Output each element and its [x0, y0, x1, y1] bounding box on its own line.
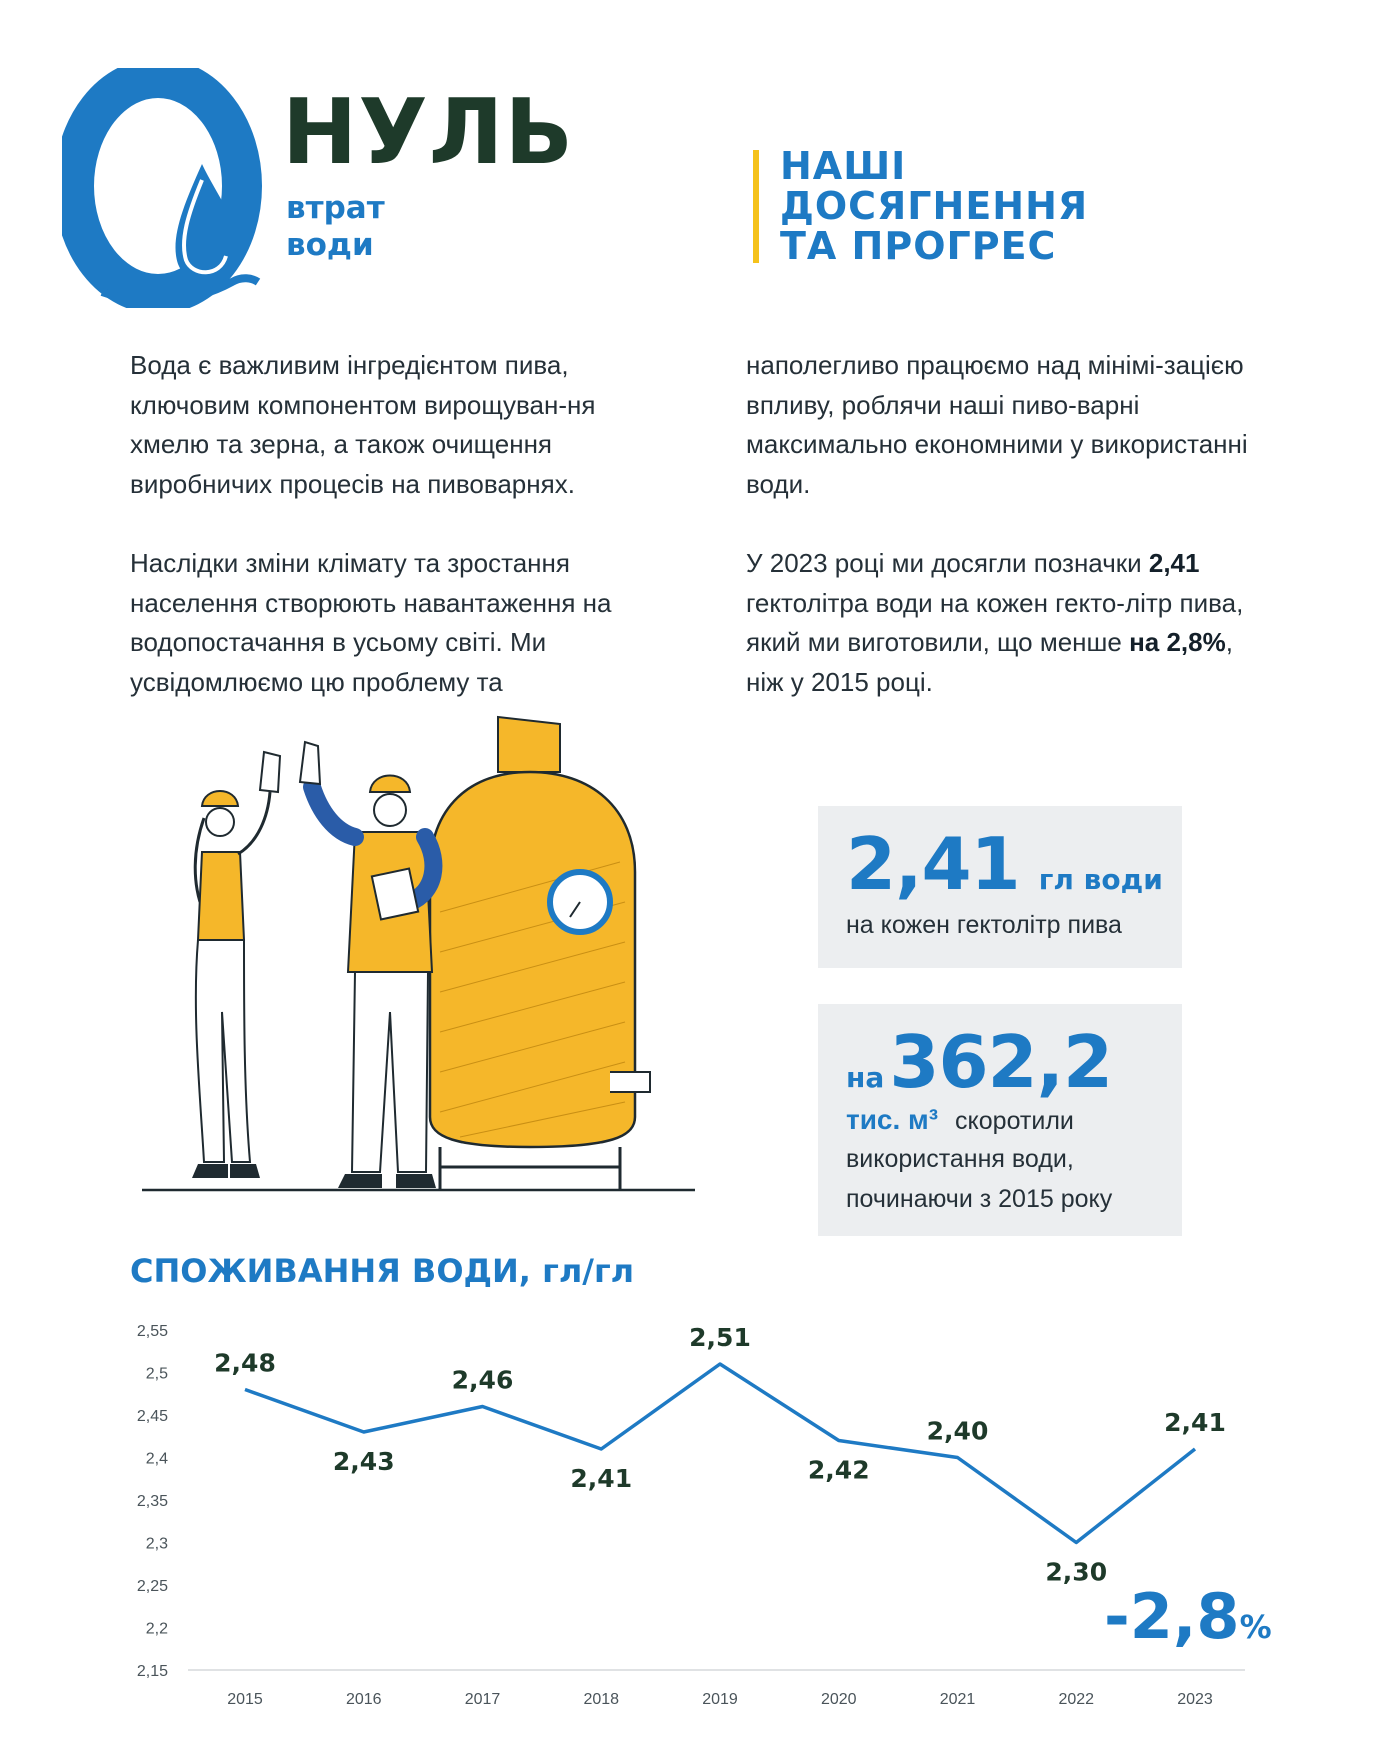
y-tick-label: 2,15: [137, 1663, 168, 1680]
data-label: 2,46: [452, 1366, 514, 1395]
x-tick-label: 2020: [821, 1691, 857, 1708]
water-consumption-line-chart: 2,152,22,252,32,352,42,452,52,55 2015 201…: [137, 1323, 1245, 1708]
data-label: 2,42: [808, 1456, 870, 1485]
data-label: 2,30: [1045, 1558, 1107, 1587]
series-line: [244, 1362, 1197, 1545]
section-title-line2: ДОСЯГНЕННЯ: [780, 184, 1089, 228]
data-labels: 2,48 2,43 2,46 2,41 2,51 2,42 2,40 2,30 2,41: [214, 1323, 1226, 1587]
y-tick-label: 2,4: [146, 1451, 168, 1468]
x-tick-label: 2016: [346, 1691, 382, 1708]
stat-value: 362,2: [889, 1020, 1113, 1104]
section-title-line3: ТА ПРОГРЕС: [780, 224, 1057, 268]
y-tick-label: 2,55: [137, 1323, 168, 1340]
x-tick-label: 2021: [940, 1691, 976, 1708]
stat-card-water-savings: на 362,2 тис. м³ скоротили використання …: [818, 1004, 1182, 1236]
section-title: НАШІ ДОСЯГНЕННЯ ТА ПРОГРЕС: [780, 146, 1088, 266]
x-axis: 2015 2016 2017 2018 2019 2020 2021 2022 2023: [188, 1669, 1245, 1708]
data-label: 2,41: [1164, 1408, 1226, 1437]
bold-value: 2,41: [1148, 548, 1200, 578]
y-tick-label: 2,5: [146, 1366, 168, 1383]
y-tick-label: 2,45: [137, 1408, 168, 1425]
stat-caption: на кожен гектолітр пива: [846, 911, 1122, 939]
tank-body: [428, 770, 637, 1149]
body-paragraph-highlight: У 2023 році ми досягли позначки 2,41 гек…: [746, 544, 1266, 702]
data-label: 2,41: [570, 1464, 632, 1493]
stat-line-3: починаючи з 2015 року: [846, 1185, 1113, 1213]
stat-card-water-ratio: 2,41 гл води на кожен гектолітр пива: [818, 806, 1182, 968]
stat-line-1: тис. м³ скоротили: [846, 1100, 1074, 1141]
body-paragraph: Наслідки зміни клімату та зростання насе…: [130, 548, 612, 697]
stat-unit: тис. м³: [846, 1104, 939, 1135]
x-tick-label: 2019: [702, 1691, 738, 1708]
data-label: 2,40: [927, 1417, 989, 1446]
body-column-right: наполегливо працюємо над мінімі-зацією в…: [746, 346, 1266, 702]
body-paragraph: Вода є важливим інгредієнтом пива, ключо…: [130, 350, 596, 499]
change-suffix: %: [1239, 1608, 1272, 1646]
logo-subtitle-line1: втрат: [286, 190, 385, 226]
section-title-line1: НАШІ: [780, 144, 907, 188]
logo-subtitle: втрат води: [286, 190, 385, 264]
x-tick-label: 2023: [1177, 1691, 1213, 1708]
change-annotation: -2,8%: [1104, 1584, 1272, 1660]
y-tick-label: 2,25: [137, 1578, 168, 1595]
zero-drop-logo: [62, 68, 262, 308]
stat-value: 2,41: [846, 822, 1021, 906]
logo-word: НУЛЬ: [282, 80, 575, 185]
hard-hat-icon: [200, 790, 240, 807]
x-tick-label: 2015: [227, 1691, 263, 1708]
stat-text: скоротили: [955, 1107, 1074, 1135]
x-tick-label: 2022: [1058, 1691, 1094, 1708]
logo-subtitle-line2: води: [286, 227, 374, 263]
y-tick-label: 2,2: [146, 1621, 168, 1638]
tank-chimney: [497, 715, 561, 773]
change-value: -2,8: [1104, 1580, 1240, 1653]
stat-prefix: на: [846, 1061, 885, 1094]
chart-title: СПОЖИВАННЯ ВОДИ, гл/гл: [130, 1252, 635, 1290]
stat-unit: гл води: [1038, 863, 1163, 896]
stat-headline: на 362,2: [846, 1026, 1113, 1098]
y-tick-label: 2,3: [146, 1536, 168, 1553]
y-tick-label: 2,35: [137, 1493, 168, 1510]
hard-hat-icon: [368, 774, 412, 793]
bold-value: на 2,8%: [1129, 627, 1226, 657]
text-run: У 2023 році ми досягли позначки: [746, 548, 1149, 578]
data-label: 2,51: [689, 1323, 751, 1352]
data-label: 2,43: [333, 1447, 395, 1476]
x-tick-label: 2017: [465, 1691, 501, 1708]
body-column-left: Вода є важливим інгредієнтом пива, ключо…: [130, 346, 650, 702]
data-label: 2,48: [214, 1349, 276, 1378]
stat-line-2: використання води,: [846, 1145, 1074, 1173]
stat-headline: 2,41 гл води: [846, 828, 1163, 900]
text-run: , ніж у 2015 році.: [746, 627, 1233, 697]
title-accent-bar: [753, 150, 759, 263]
body-paragraph: наполегливо працюємо над мінімі-зацією в…: [746, 350, 1248, 499]
y-axis: 2,15 2,2 2,25 2,3 2,35 2,4 2,45 2,5 2,55: [137, 1323, 168, 1680]
brewery-workers-illustration: [142, 715, 695, 1192]
text-run: гектолітра води на кожен гекто-літр пива…: [746, 587, 1244, 658]
x-tick-label: 2018: [583, 1691, 619, 1708]
